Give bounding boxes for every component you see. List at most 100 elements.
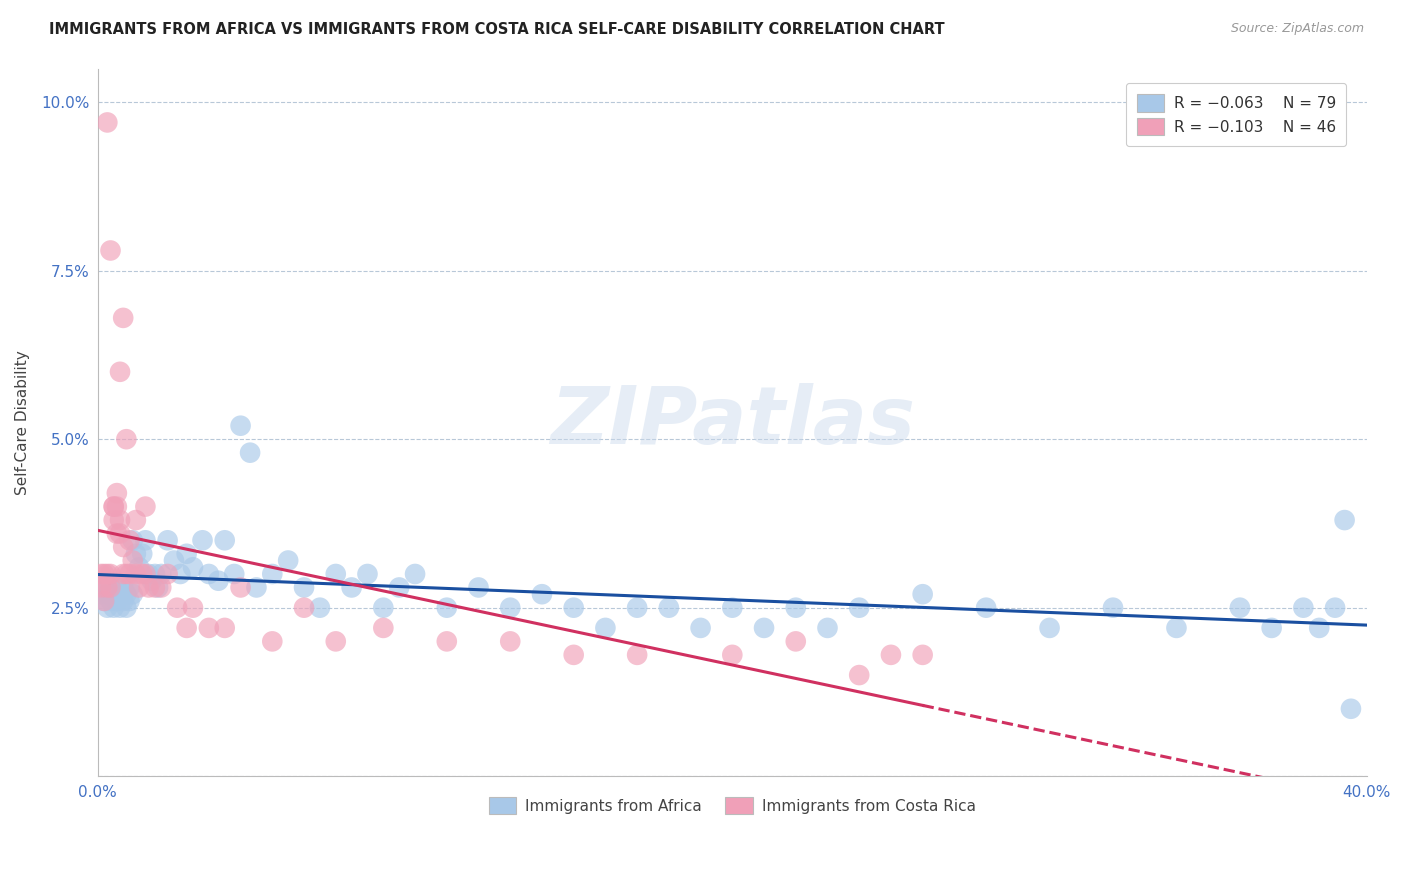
- Text: ZIPatlas: ZIPatlas: [550, 384, 915, 461]
- Point: [1333, 513, 1355, 527]
- Point: [721, 648, 744, 662]
- Point: [156, 566, 179, 581]
- Point: [229, 581, 252, 595]
- Point: [1260, 621, 1282, 635]
- Point: [721, 600, 744, 615]
- Point: [214, 533, 236, 548]
- Point: [125, 513, 148, 527]
- Point: [143, 566, 166, 581]
- Point: [817, 621, 839, 635]
- Point: [115, 587, 138, 601]
- Point: [105, 486, 128, 500]
- Point: [108, 526, 131, 541]
- Point: [239, 445, 262, 459]
- Point: [848, 600, 870, 615]
- Point: [911, 648, 934, 662]
- Point: [138, 581, 160, 595]
- Point: [121, 553, 143, 567]
- Point: [309, 600, 332, 615]
- Point: [115, 600, 138, 615]
- Point: [1166, 621, 1188, 635]
- Point: [93, 566, 115, 581]
- Point: [100, 594, 122, 608]
- Point: [134, 566, 156, 581]
- Point: [388, 581, 411, 595]
- Point: [436, 600, 458, 615]
- Point: [93, 594, 115, 608]
- Point: [105, 594, 128, 608]
- Point: [93, 581, 115, 595]
- Point: [96, 566, 118, 581]
- Point: [108, 513, 131, 527]
- Point: [150, 566, 173, 581]
- Point: [198, 566, 221, 581]
- Point: [176, 547, 198, 561]
- Point: [96, 600, 118, 615]
- Point: [191, 533, 214, 548]
- Point: [96, 581, 118, 595]
- Point: [156, 533, 179, 548]
- Text: IMMIGRANTS FROM AFRICA VS IMMIGRANTS FROM COSTA RICA SELF-CARE DISABILITY CORREL: IMMIGRANTS FROM AFRICA VS IMMIGRANTS FRO…: [49, 22, 945, 37]
- Point: [131, 547, 153, 561]
- Point: [785, 600, 807, 615]
- Point: [689, 621, 711, 635]
- Point: [112, 310, 135, 325]
- Point: [105, 526, 128, 541]
- Point: [112, 566, 135, 581]
- Point: [118, 533, 141, 548]
- Point: [1292, 600, 1315, 615]
- Point: [245, 581, 267, 595]
- Point: [141, 574, 163, 588]
- Point: [911, 587, 934, 601]
- Point: [90, 566, 112, 581]
- Point: [100, 566, 122, 581]
- Point: [214, 621, 236, 635]
- Legend: Immigrants from Africa, Immigrants from Costa Rica: Immigrants from Africa, Immigrants from …: [478, 786, 987, 825]
- Point: [143, 581, 166, 595]
- Point: [146, 581, 169, 595]
- Point: [292, 600, 315, 615]
- Point: [1324, 600, 1347, 615]
- Point: [96, 115, 118, 129]
- Point: [103, 600, 125, 615]
- Point: [121, 587, 143, 601]
- Point: [100, 581, 122, 595]
- Point: [595, 621, 617, 635]
- Point: [373, 621, 395, 635]
- Point: [292, 581, 315, 595]
- Point: [181, 560, 204, 574]
- Point: [176, 621, 198, 635]
- Point: [105, 500, 128, 514]
- Point: [108, 365, 131, 379]
- Point: [785, 634, 807, 648]
- Point: [404, 566, 426, 581]
- Point: [356, 566, 378, 581]
- Point: [848, 668, 870, 682]
- Point: [112, 581, 135, 595]
- Point: [90, 581, 112, 595]
- Point: [112, 594, 135, 608]
- Point: [134, 533, 156, 548]
- Text: Source: ZipAtlas.com: Source: ZipAtlas.com: [1230, 22, 1364, 36]
- Point: [1038, 621, 1060, 635]
- Point: [229, 418, 252, 433]
- Point: [169, 566, 191, 581]
- Point: [880, 648, 903, 662]
- Point: [118, 581, 141, 595]
- Point: [658, 600, 681, 615]
- Point: [103, 513, 125, 527]
- Point: [128, 581, 150, 595]
- Point: [974, 600, 997, 615]
- Point: [138, 566, 160, 581]
- Y-axis label: Self-Care Disability: Self-Care Disability: [15, 350, 30, 495]
- Point: [325, 634, 347, 648]
- Point: [112, 540, 135, 554]
- Point: [134, 500, 156, 514]
- Point: [103, 587, 125, 601]
- Point: [436, 634, 458, 648]
- Point: [224, 566, 246, 581]
- Point: [181, 600, 204, 615]
- Point: [121, 533, 143, 548]
- Point: [1308, 621, 1330, 635]
- Point: [262, 566, 284, 581]
